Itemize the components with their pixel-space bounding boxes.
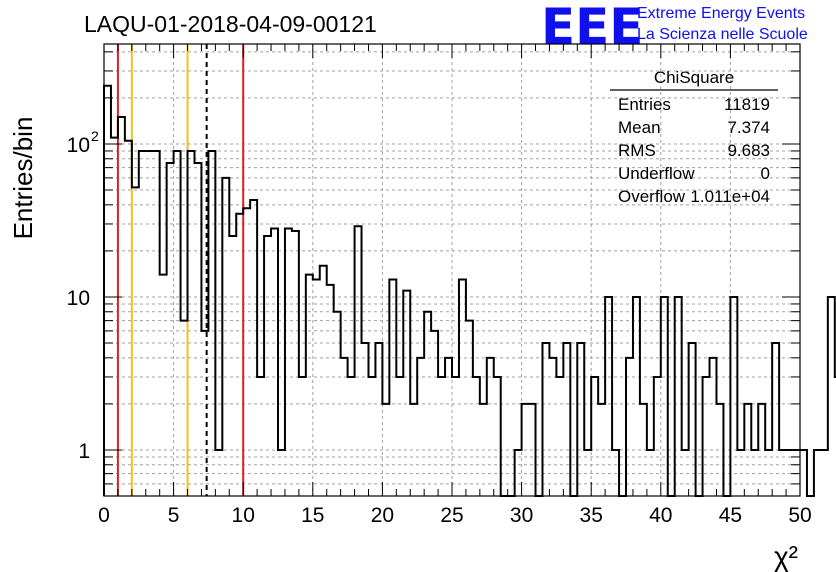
eee-logo: EEE Extreme Energy Events La Scienza nel… [541,0,808,56]
stats-label-underflow: Underflow [618,164,695,183]
y-tick-label: 1 [78,440,90,463]
x-tick-label: 0 [98,504,110,527]
y-tick-label: 10 [67,287,90,310]
x-axis-title: χ² [774,541,798,572]
stats-value-overflow: 1.011e+04 [690,187,770,206]
x-tick-labels: 0 5 10 15 20 25 30 35 40 45 50 [98,504,812,527]
grid-lines [104,44,800,496]
stats-value-underflow: 0 [761,164,770,183]
logo-line-2: La Scienza nelle Scuole [637,26,808,43]
y-tick-exponent: 2 [91,128,99,144]
stats-value-mean: 7.374 [727,118,770,137]
chart-title: LAQU-01-2018-04-09-00121 [84,11,377,37]
stats-label-entries: Entries [618,95,671,114]
x-tick-label: 50 [788,504,811,527]
stats-label-rms: RMS [618,141,656,160]
histogram-line [103,84,836,497]
x-tick-label: 5 [168,504,180,527]
x-tick-label: 10 [232,504,255,527]
x-tick-label: 25 [440,504,463,527]
x-tick-label: 20 [371,504,394,527]
x-tick-label: 30 [510,504,533,527]
stats-label-mean: Mean [618,118,661,137]
y-tick-label: 10 [67,134,90,157]
x-tick-label: 40 [649,504,672,527]
axis-ticks [103,44,801,497]
x-tick-label: 15 [301,504,324,527]
x-tick-label: 35 [580,504,603,527]
stats-label-overflow: Overflow [618,187,686,206]
logo-letters: EEE [541,0,643,56]
y-axis-title: Entries/bin [8,117,38,240]
stats-title: ChiSquare [654,68,734,87]
stats-value-rms: 9.683 [727,141,770,160]
stats-box: ChiSquare Entries 11819 Mean 7.374 RMS 9… [610,68,778,206]
x-tick-label: 45 [719,504,742,527]
logo-line-1: Extreme Energy Events [637,5,805,22]
stats-value-entries: 11819 [724,95,770,114]
